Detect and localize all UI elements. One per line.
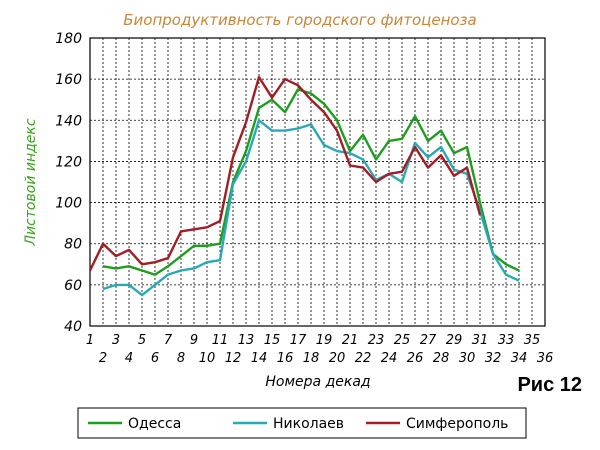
- x-tick-label: 35: [524, 333, 541, 348]
- x-tick-label: 30: [459, 351, 476, 366]
- x-tick-label: 18: [303, 351, 320, 366]
- x-tick-label: 28: [433, 351, 450, 366]
- series-layer: [88, 75, 520, 297]
- x-tick-label: 14: [251, 351, 268, 366]
- x-tick-label: 24: [381, 351, 398, 366]
- x-tick-label: 22: [355, 351, 372, 366]
- plot-frame: [89, 37, 546, 327]
- y-tick-label: 100: [55, 196, 82, 212]
- legend-label: Николаев: [273, 416, 344, 432]
- x-tick-label: 9: [190, 333, 198, 348]
- y-axis: 40 60 80 100 120 140 160 180: [55, 31, 82, 335]
- x-tick-label: 33: [498, 333, 515, 348]
- x-tick-label: 7: [164, 333, 173, 348]
- y-tick-label: 160: [55, 72, 82, 88]
- x-tick-label: 1: [86, 333, 94, 348]
- x-tick-label: 23: [368, 333, 385, 348]
- legend: Одесса Николаев Симферополь: [77, 407, 527, 439]
- y-tick-label: 80: [64, 237, 82, 253]
- x-tick-label: 20: [329, 351, 346, 366]
- series-line: [88, 75, 482, 272]
- x-tick-label: 26: [407, 351, 424, 366]
- y-tick-label: 60: [64, 278, 82, 294]
- figure-caption: Рис 12: [517, 374, 582, 396]
- x-tick-label: 17: [290, 333, 307, 348]
- legend-label: Одесса: [128, 416, 181, 432]
- y-axis-label: Листовой индекс: [23, 118, 39, 246]
- y-tick-label: 140: [55, 113, 82, 129]
- x-tick-label: 10: [199, 351, 216, 366]
- x-tick-label: 31: [472, 333, 489, 348]
- y-tick-label: 120: [55, 154, 82, 170]
- x-tick-label: 29: [446, 333, 463, 348]
- x-tick-label: 12: [225, 351, 242, 366]
- x-axis-label: Номера декад: [265, 374, 370, 390]
- chart-title: Биопродуктивность городского фитоценоза: [123, 11, 476, 29]
- x-tick-label: 19: [316, 333, 333, 348]
- x-tick-label: 5: [138, 333, 146, 348]
- x-tick-label: 2: [99, 351, 107, 366]
- x-axis: 1 3 5 7 9 11 13 15 17 19 21 23 25 27 29 31 33 352 4 6 8 10 12 1…: [86, 333, 553, 366]
- x-tick-label: 21: [342, 333, 359, 348]
- x-tick-label: 34: [511, 351, 528, 366]
- x-tick-label: 13: [238, 333, 255, 348]
- x-tick-label: 15: [264, 333, 281, 348]
- legend-label: Симферополь: [406, 416, 508, 432]
- x-tick-label: 11: [212, 333, 229, 348]
- y-tick-label: 40: [64, 319, 82, 335]
- x-tick-label: 8: [177, 351, 185, 366]
- x-tick-label: 27: [420, 333, 437, 348]
- x-tick-label: 4: [125, 351, 133, 366]
- x-tick-label: 16: [277, 351, 294, 366]
- x-tick-label: 25: [394, 333, 411, 348]
- series-line: [102, 119, 520, 297]
- x-tick-label: 6: [151, 351, 159, 366]
- y-tick-label: 180: [55, 31, 82, 47]
- x-tick-label: 3: [112, 333, 120, 348]
- x-tick-label: 36: [537, 351, 554, 366]
- series-line: [102, 88, 520, 276]
- x-tick-label: 32: [485, 351, 502, 366]
